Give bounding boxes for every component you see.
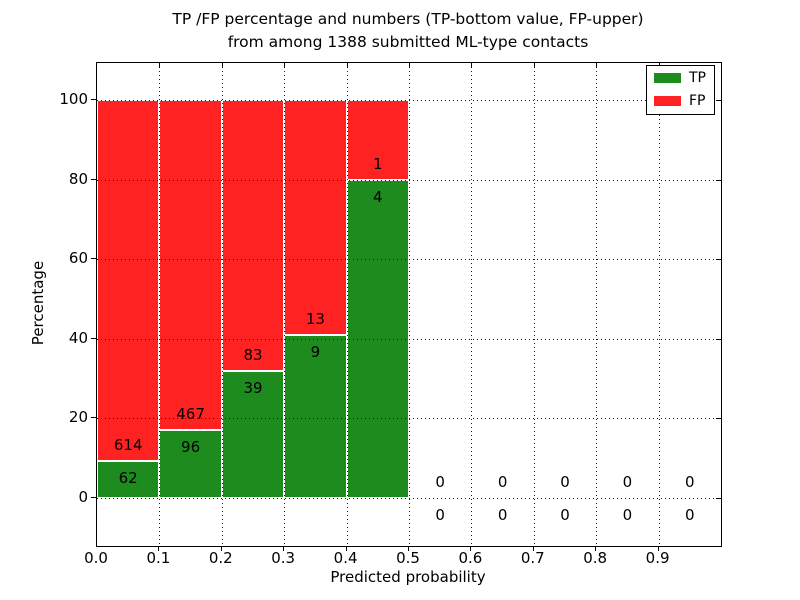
x-tick-bottom: [657, 546, 659, 551]
tp-count-label: 0: [435, 506, 445, 524]
y-tick-label: 100: [59, 90, 88, 108]
x-tick-top: [471, 63, 473, 68]
legend-row-fp: FP: [647, 89, 714, 112]
gridline-vertical: [284, 63, 286, 546]
x-tick-label: 0.6: [458, 549, 483, 567]
y-tick-left: [91, 337, 96, 339]
x-axis-label: Predicted probability: [330, 568, 486, 586]
y-tick-left: [91, 99, 96, 100]
fp-count-label: 83: [243, 345, 263, 364]
y-tick-right: [716, 179, 721, 181]
bar-segment-fp: [159, 100, 222, 431]
x-tick-label: 0.1: [146, 549, 171, 567]
tp-count-label: 62: [118, 469, 138, 488]
gridline-vertical: [533, 63, 535, 546]
y-tick-label: 60: [68, 249, 88, 268]
tp-count-label: 0: [622, 506, 633, 524]
gridline-vertical: [471, 63, 473, 546]
fp-count-label: 0: [560, 473, 570, 491]
y-tick-label: 40: [68, 328, 88, 347]
tp-swatch-icon: [654, 72, 681, 83]
fp-count-label: 467: [176, 405, 205, 424]
x-tick-bottom: [283, 546, 285, 551]
x-tick-top: [409, 63, 410, 68]
x-tick-bottom: [408, 546, 409, 551]
x-tick-label: 0.0: [84, 549, 108, 567]
legend: TP FP: [646, 65, 715, 115]
legend-label-fp: FP: [689, 92, 706, 109]
legend-row-tp: TP: [647, 66, 714, 89]
x-tick-top: [596, 63, 598, 68]
y-tick-right: [716, 418, 721, 420]
x-tick-top: [346, 63, 348, 68]
y-tick-label: 0: [78, 488, 88, 506]
x-tick-label: 0.5: [396, 549, 420, 567]
bar-segment-tp: [97, 461, 160, 498]
y-tick-left: [91, 178, 96, 180]
chart-title-line2: from among 1388 submitted ML-type contac…: [227, 33, 589, 51]
y-tick-left: [91, 258, 96, 260]
y-tick-right: [716, 100, 721, 101]
gridline-vertical: [596, 63, 598, 546]
chart-title-line1: TP /FP percentage and numbers (TP-bottom…: [172, 10, 644, 28]
x-tick-top: [284, 63, 286, 68]
y-tick-label: 80: [68, 169, 88, 188]
bar-segment-fp: [284, 100, 347, 336]
bar-segment-fp: [221, 100, 285, 371]
tp-count-label: 0: [685, 506, 695, 524]
bar-segment-tp: [284, 335, 347, 498]
tp-count-label: 0: [560, 506, 570, 524]
x-tick-label: 0.4: [333, 549, 358, 567]
y-tick-right: [716, 259, 721, 261]
x-tick-top: [159, 63, 161, 68]
tp-count-label: 4: [373, 187, 383, 206]
x-tick-bottom: [345, 546, 347, 551]
fp-count-label: 0: [622, 473, 633, 491]
x-tick-top: [533, 63, 535, 68]
fp-swatch-icon: [654, 95, 681, 106]
fp-count-label: 13: [305, 310, 325, 329]
x-tick-label: 0.9: [645, 549, 670, 567]
gridline-vertical: [346, 63, 348, 546]
fp-count-label: 0: [435, 473, 445, 491]
tp-count-label: 39: [243, 378, 263, 397]
x-tick-top: [221, 63, 223, 68]
x-tick-label: 0.2: [208, 549, 233, 567]
y-tick-right: [716, 338, 721, 340]
fp-count-label: 0: [497, 473, 508, 491]
x-tick-label: 0.3: [271, 549, 296, 567]
x-tick-bottom: [470, 546, 472, 551]
x-tick-bottom: [532, 546, 534, 551]
tp-count-label: 96: [181, 438, 201, 457]
plot-area: 614 62 467 96 83 39 13 9 1 4 0 0 0 0 0 0 0 0 0 0: [96, 62, 722, 547]
x-tick-bottom: [595, 546, 597, 551]
fp-count-label: 1: [373, 154, 383, 173]
tp-count-label: 0: [497, 506, 508, 524]
legend-label-tp: TP: [689, 69, 706, 86]
tp-count-label: 9: [310, 343, 321, 362]
x-tick-bottom: [220, 546, 222, 551]
gridline-vertical: [221, 63, 223, 546]
gridline-vertical: [159, 63, 161, 546]
fp-count-label: 614: [113, 436, 143, 455]
y-tick-left: [91, 417, 96, 419]
chart-title: TP /FP percentage and numbers (TP-bottom…: [96, 8, 720, 54]
y-tick-label: 20: [68, 408, 88, 427]
bar-segment-fp: [97, 100, 160, 462]
fp-count-label: 0: [685, 473, 695, 491]
gridline-vertical: [658, 63, 660, 546]
bar-segment-tp: [159, 430, 222, 498]
gridline-vertical: [409, 63, 410, 546]
x-tick-bottom: [158, 546, 160, 551]
x-tick-label: 0.8: [583, 549, 608, 567]
y-tick-right: [716, 498, 721, 499]
y-tick-left: [91, 497, 96, 498]
x-tick-label: 0.7: [520, 549, 545, 567]
